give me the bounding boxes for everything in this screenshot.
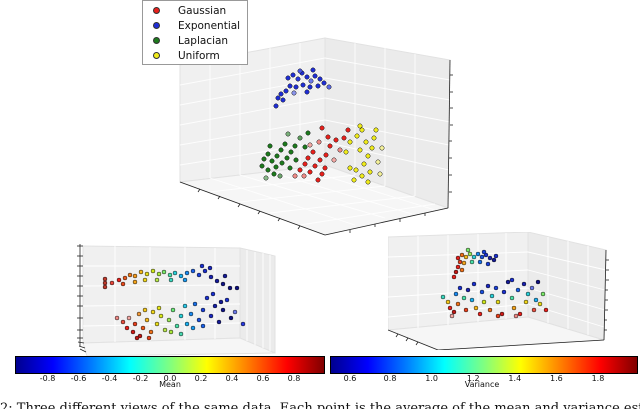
variance-3d-axes (388, 232, 609, 350)
mean-tick: 0.4 (225, 374, 239, 383)
mean-colorbar-label: Mean (159, 380, 181, 389)
legend-item-uniform: Uniform (153, 48, 247, 63)
mean-tick: -0.8 (39, 374, 56, 383)
mean-tick: 0.0 (163, 374, 177, 383)
top-3d-plot (150, 30, 460, 240)
variance-tick: 1.2 (466, 374, 480, 383)
laplacian-cluster (259, 130, 311, 181)
variance-colorbar-ticks: 0.6 0.8 1.0 1.2 1.4 1.6 1.8 (330, 374, 638, 384)
variance-colorbar-label: Variance (464, 380, 500, 389)
mean-tick: -0.6 (70, 374, 87, 383)
legend-marker-gaussian-icon (153, 7, 160, 14)
variance-3d-plot (388, 232, 618, 350)
legend: Gaussian Exponential Laplacian Uniform (142, 0, 248, 65)
legend-marker-laplacian-icon (153, 37, 160, 44)
mean-colorbar (15, 356, 325, 374)
legend-label: Uniform (178, 49, 220, 62)
mean-tick: 0.6 (256, 374, 270, 383)
mean-tick: -0.4 (101, 374, 118, 383)
gaussian-cluster (292, 125, 351, 183)
variance-tick: 1.0 (425, 374, 438, 383)
mean-tick: 0.2 (194, 374, 208, 383)
figure-caption: 2: Three different views of the same dat… (0, 401, 640, 409)
legend-item-exponential: Exponential (153, 18, 247, 33)
variance-tick: 1.6 (550, 374, 563, 383)
mean-tick: 0.8 (287, 374, 301, 383)
mean-tick: -0.2 (132, 374, 149, 383)
legend-marker-uniform-icon (153, 52, 160, 59)
top-3d-axes (179, 37, 453, 236)
mean-3d-plot (75, 238, 280, 356)
variance-tick: 0.8 (383, 374, 397, 383)
mean-colorbar-ticks: -0.8 -0.6 -0.4 -0.2 0.0 0.2 0.4 0.6 0.8 (15, 374, 325, 384)
variance-colorbar (330, 356, 638, 374)
uniform-cluster (343, 123, 385, 185)
legend-item-laplacian: Laplacian (153, 33, 247, 48)
variance-tick: 1.8 (591, 374, 605, 383)
exponential-cluster (273, 67, 332, 109)
legend-label: Exponential (178, 19, 241, 32)
legend-label: Laplacian (178, 34, 229, 47)
variance-tick: 0.6 (343, 374, 357, 383)
legend-item-gaussian: Gaussian (153, 3, 247, 18)
mean-3d-axes (77, 244, 276, 356)
legend-marker-exponential-icon (153, 22, 160, 29)
legend-label: Gaussian (178, 4, 227, 17)
variance-tick: 1.4 (508, 374, 522, 383)
